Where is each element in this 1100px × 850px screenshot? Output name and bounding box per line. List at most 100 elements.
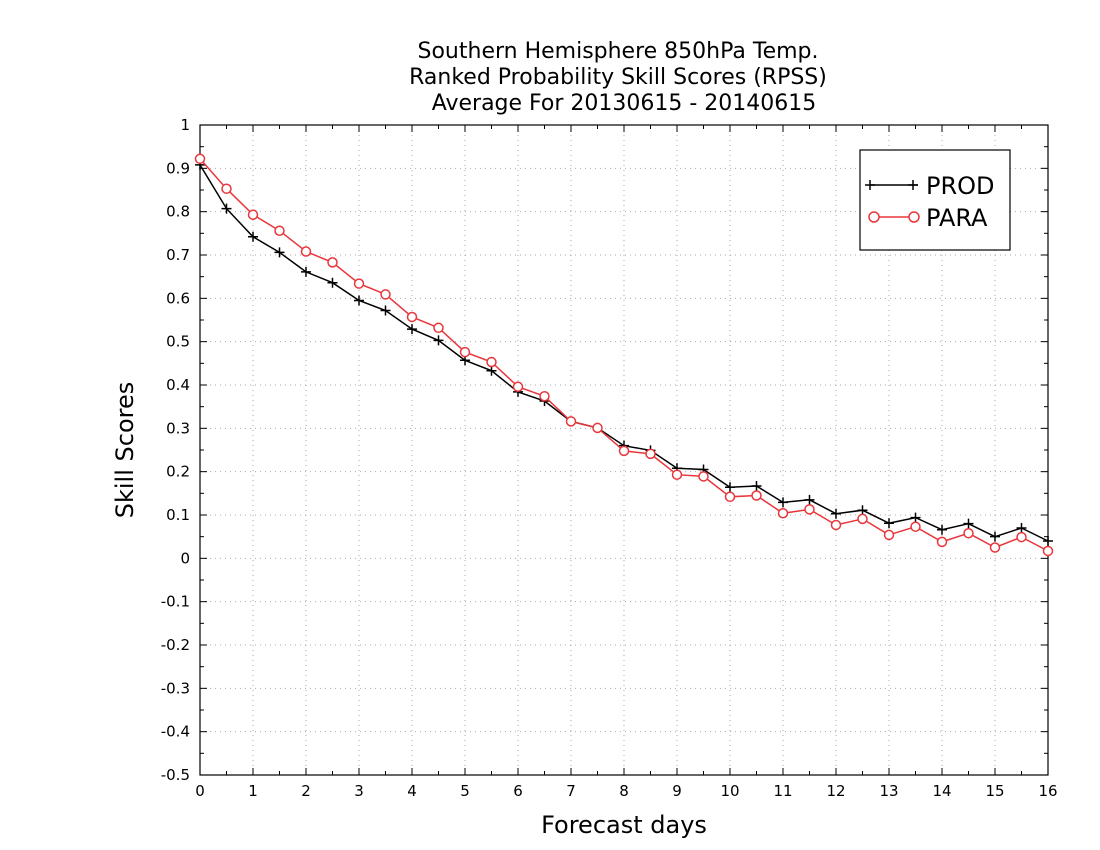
y-tick-label: 0 <box>180 549 190 567</box>
x-tick-label: 2 <box>301 782 311 800</box>
data-point-para <box>645 448 656 460</box>
legend: PROD PARA <box>859 149 1011 251</box>
data-point-para <box>857 513 868 525</box>
data-point-prod <box>407 324 417 335</box>
x-tick-label: 9 <box>672 782 682 800</box>
x-tick-label: 4 <box>407 782 417 800</box>
x-tick-label: 11 <box>773 782 792 800</box>
data-point-para <box>512 381 524 392</box>
x-tick-label: 10 <box>720 782 739 800</box>
y-tick-label: -0.2 <box>161 636 190 654</box>
legend-prod-marker-left <box>865 180 875 190</box>
data-point-prod <box>778 497 788 508</box>
data-point-para <box>910 521 921 532</box>
y-tick-label: 0.1 <box>166 506 190 524</box>
y-tick-label: 0.4 <box>166 376 190 394</box>
y-tick-label: 0.9 <box>166 159 190 177</box>
y-tick-label: 1 <box>180 116 190 134</box>
data-point-para <box>724 491 736 503</box>
data-point-prod <box>857 505 868 516</box>
data-point-prod <box>990 531 1000 542</box>
data-point-para <box>539 391 550 402</box>
title-line-3: Average For 20130615 - 20140615 <box>432 91 817 116</box>
x-tick-label: 0 <box>195 782 205 800</box>
x-tick-label: 5 <box>460 782 470 800</box>
data-point-para <box>777 508 789 519</box>
x-tick-label: 3 <box>354 782 364 800</box>
y-tick-label: -0.3 <box>161 679 190 697</box>
data-point-prod <box>274 247 285 258</box>
data-point-para <box>592 422 603 434</box>
x-tick-label: 8 <box>619 782 629 800</box>
data-point-para <box>486 356 497 368</box>
legend-para-marker-right <box>908 211 920 223</box>
data-point-prod <box>937 524 947 535</box>
data-point-prod <box>804 494 815 505</box>
data-point-prod <box>831 508 841 519</box>
legend-box <box>859 149 1011 251</box>
y-tick-label: -0.5 <box>161 766 190 784</box>
chart-title: Southern Hemisphere 850hPa Temp. Ranked … <box>409 39 827 116</box>
title-line-1: Southern Hemisphere 850hPa Temp. <box>418 39 819 64</box>
y-tick-label: 0.6 <box>166 289 190 307</box>
data-point-para <box>618 445 630 457</box>
legend-label-para: PARA <box>926 204 988 232</box>
y-tick-label: 0.8 <box>166 203 190 221</box>
data-point-para <box>565 416 577 427</box>
data-point-prod <box>248 231 258 242</box>
data-point-prod <box>910 512 921 523</box>
data-point-para <box>883 529 895 541</box>
data-point-para <box>274 225 285 236</box>
data-point-para <box>1016 531 1027 543</box>
x-tick-label: 1 <box>248 782 258 800</box>
data-point-prod <box>301 266 311 277</box>
data-point-para <box>989 542 1001 553</box>
data-point-para <box>327 257 338 268</box>
data-point-prod <box>354 295 364 306</box>
y-tick-label: 0.7 <box>166 246 190 264</box>
data-point-prod <box>433 335 444 346</box>
y-tick-label: 0.5 <box>166 333 190 351</box>
data-point-para <box>751 490 762 501</box>
y-tick-label: -0.4 <box>161 723 190 741</box>
axis-ticks: 0 1 2 3 4 5 6 7 8 9 10 11 12 13 14 15 16-0.5-0.4-0.3-0.2… <box>161 116 1058 800</box>
data-point-prod <box>1016 523 1027 533</box>
data-point-para <box>247 209 259 220</box>
data-point-prod <box>380 305 391 316</box>
x-tick-label: 13 <box>879 782 898 800</box>
data-point-para <box>804 504 815 515</box>
data-point-para <box>671 469 683 480</box>
data-point-prod <box>1043 536 1053 546</box>
x-tick-label: 16 <box>1038 782 1057 800</box>
data-point-prod <box>884 518 894 529</box>
data-point-para <box>380 289 391 300</box>
data-point-prod <box>963 518 974 529</box>
x-tick-label: 14 <box>932 782 951 800</box>
y-tick-label: -0.1 <box>161 593 190 611</box>
data-point-para <box>353 278 365 289</box>
legend-para-marker-left <box>868 211 880 223</box>
data-point-prod <box>486 365 497 376</box>
data-point-prod <box>327 277 338 288</box>
data-point-para <box>194 153 206 165</box>
data-point-para <box>406 311 418 323</box>
data-point-para <box>459 346 471 358</box>
x-tick-label: 12 <box>826 782 845 800</box>
y-tick-label: 0.2 <box>166 463 190 481</box>
data-point-para <box>830 519 842 531</box>
y-tick-label: 0.3 <box>166 419 190 437</box>
data-point-para <box>1042 545 1054 557</box>
title-line-2: Ranked Probability Skill Scores (RPSS) <box>409 65 827 90</box>
data-point-para <box>300 246 312 257</box>
data-point-para <box>221 183 232 194</box>
data-point-para <box>433 322 444 334</box>
data-point-prod <box>221 203 232 214</box>
legend-label-prod: PROD <box>926 172 995 200</box>
data-series <box>194 153 1054 557</box>
data-point-para <box>698 471 709 482</box>
x-tick-label: 7 <box>566 782 576 800</box>
y-axis-label: Skill Scores <box>111 382 139 519</box>
data-point-prod <box>751 480 762 491</box>
data-point-prod <box>725 482 735 493</box>
